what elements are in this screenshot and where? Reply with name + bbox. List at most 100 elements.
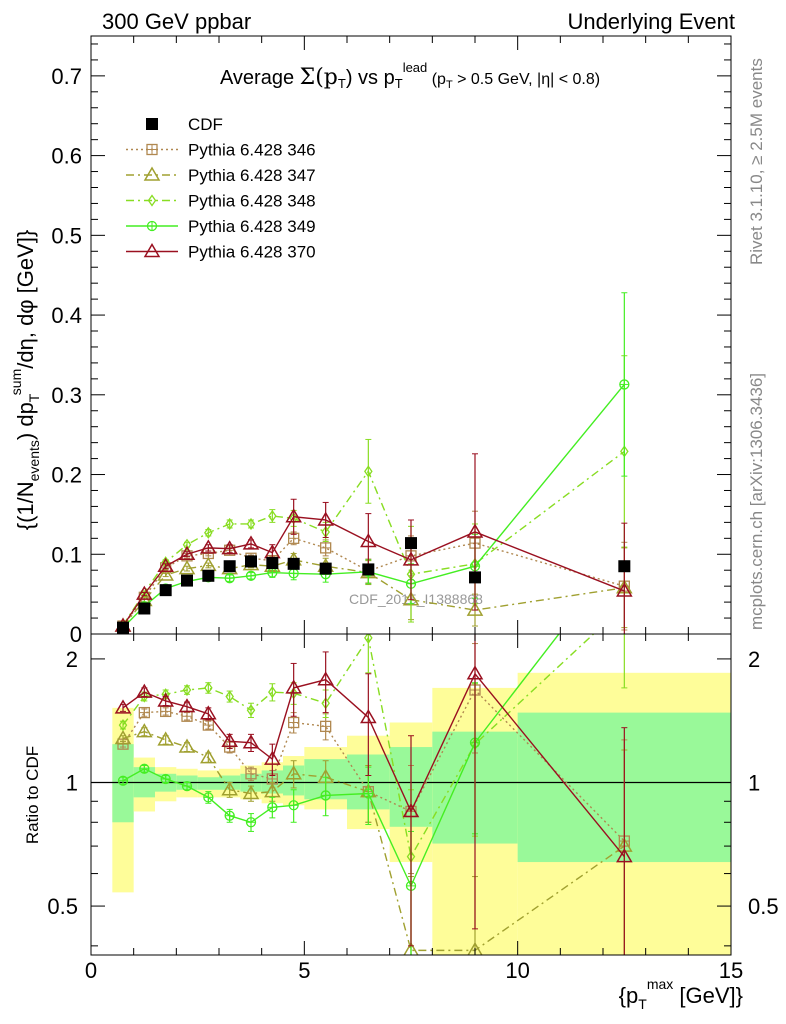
main-plot-ticks	[90, 36, 732, 635]
data-point-marker	[118, 718, 128, 732]
y-tick-label: 0.1	[51, 542, 82, 567]
data-point-marker	[246, 704, 256, 717]
data-point-marker	[360, 708, 377, 724]
data-point-marker	[405, 537, 417, 550]
data-point-marker	[182, 538, 192, 551]
y-tick-label: 0.5	[51, 223, 82, 248]
main-y-axis-title: {(1/Nevents) dpTsum/dη, dφ [GeV]}	[8, 230, 42, 531]
x-tick-label: 15	[719, 958, 743, 983]
main-plot: 0 0.1 0.2 0.3 0.4 0.5 0.6 0.7 CDF_2015_I1388868…	[51, 35, 732, 647]
x-tick-label: 0	[85, 958, 97, 983]
y-tick-label: 0	[70, 622, 82, 647]
main-plot-series	[114, 292, 633, 635]
series-line	[122, 559, 625, 627]
inner-uncertainty-band	[197, 777, 219, 790]
data-point-marker	[242, 734, 260, 749]
data-point-marker	[221, 732, 238, 748]
data-point-marker	[225, 690, 234, 703]
data-point-marker	[319, 562, 332, 575]
legend-item: Pythia 6.428 370	[126, 243, 316, 262]
data-point-marker	[403, 941, 419, 955]
series-pythia-6-428-370	[114, 453, 633, 635]
legend-item: Pythia 6.428 346	[126, 141, 316, 160]
data-point-marker	[268, 686, 277, 699]
data-point-marker	[178, 545, 196, 561]
y-tick-label: 0.2	[51, 463, 82, 488]
data-point-marker	[266, 557, 279, 570]
analysis-watermark: CDF_2015_I1388868	[349, 591, 483, 607]
x-axis-title: {pTmax [GeV]}	[619, 976, 743, 1012]
data-point-marker	[147, 194, 157, 207]
series-pythia-6-428-349	[117, 292, 630, 633]
ratio-y-tick-label: 1	[66, 770, 78, 795]
legend-item: CDF	[146, 115, 223, 134]
data-point-marker	[221, 781, 238, 796]
data-point-marker	[157, 692, 174, 707]
data-point-marker	[469, 571, 481, 584]
y-tick-label: 0.4	[51, 303, 82, 328]
plot-title: Average Σ(pT) vs pTlead (pT > 0.5 GeV, |…	[220, 60, 600, 91]
legend-item: Pythia 6.428 347	[126, 166, 316, 185]
legend: CDF Pythia 6.428 346 Pythia 6.428 347 Pythi…	[126, 115, 316, 262]
data-point-marker	[402, 802, 420, 818]
data-point-marker	[117, 621, 129, 634]
data-point-marker	[317, 511, 334, 526]
header-left-label: 300 GeV ppbar	[102, 9, 251, 34]
data-point-marker	[136, 723, 153, 738]
ratio-plot-series	[114, 634, 633, 955]
data-point-marker	[466, 523, 484, 538]
data-point-marker	[264, 783, 281, 798]
data-point-marker	[114, 729, 132, 745]
data-point-marker	[181, 574, 193, 587]
data-point-marker	[140, 690, 149, 703]
ratio-y-tick-label: 0.5	[47, 894, 78, 919]
data-point-marker	[157, 557, 174, 572]
legend-label: Pythia 6.428 346	[188, 141, 316, 160]
legend-item: Pythia 6.428 348	[126, 192, 316, 211]
legend-label: Pythia 6.428 348	[188, 192, 316, 211]
legend-item: Pythia 6.428 349	[126, 217, 316, 236]
data-point-marker	[225, 517, 234, 531]
ratio-series-pythia-6-428-347	[114, 723, 633, 955]
data-point-marker	[200, 749, 217, 764]
data-point-marker	[287, 557, 300, 570]
data-point-marker	[204, 681, 213, 695]
data-point-marker	[157, 731, 174, 746]
data-point-marker	[200, 705, 217, 720]
data-point-marker	[616, 582, 633, 597]
data-point-marker	[245, 555, 257, 568]
header-right-label: Underlying Event	[567, 9, 735, 34]
data-point-marker	[138, 602, 151, 615]
data-point-marker	[143, 243, 161, 258]
data-point-marker	[204, 526, 213, 539]
data-point-marker	[242, 535, 260, 550]
data-point-marker	[178, 560, 196, 575]
data-point-marker	[360, 533, 377, 548]
series-pythia-6-428-347	[114, 547, 633, 632]
y-tick-label: 0.3	[51, 383, 82, 408]
ratio-series-pythia-6-428-370	[114, 634, 633, 955]
series-cdf	[117, 537, 631, 634]
ratio-series-line	[122, 672, 625, 858]
data-point-marker	[364, 465, 373, 478]
data-point-marker	[618, 560, 631, 573]
ratio-series-line	[122, 688, 625, 842]
data-point-marker	[467, 941, 483, 955]
data-point-marker	[200, 539, 217, 554]
ratio-y-tick-label-right: 0.5	[748, 894, 779, 919]
data-point-marker	[466, 601, 484, 616]
data-point-marker	[268, 509, 277, 523]
ratio-uncertainty-bands	[112, 672, 731, 955]
data-point-marker	[202, 569, 215, 582]
x-tick-label: 10	[505, 958, 529, 983]
ratio-y-tick-label-right: 1	[748, 770, 760, 795]
data-point-marker	[114, 699, 132, 714]
ratio-series-line	[122, 730, 625, 952]
ratio-y-tick-labels: 0.5 0.5 1 1 2 2	[47, 647, 778, 919]
series-pythia-6-428-348	[118, 355, 629, 632]
data-point-marker	[146, 118, 158, 130]
ratio-series-line	[122, 634, 560, 888]
legend-label: Pythia 6.428 347	[188, 166, 316, 185]
ratio-y-tick-label: 2	[66, 647, 78, 672]
ratio-plot-frame	[90, 633, 732, 956]
